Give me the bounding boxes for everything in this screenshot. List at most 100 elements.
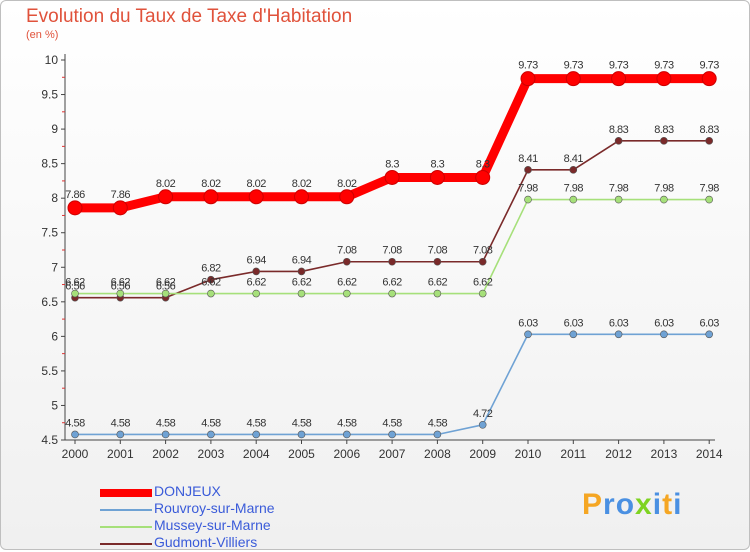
data-point-gudmont-villiers bbox=[524, 166, 532, 174]
y-tick-label: 9.5 bbox=[41, 88, 58, 102]
data-point-donjeux bbox=[384, 169, 400, 185]
y-tick-label: 10 bbox=[45, 53, 59, 67]
data-label-gudmont-villiers: 6.94 bbox=[292, 254, 312, 266]
y-tick-label: 7.5 bbox=[41, 226, 58, 240]
data-point-donjeux bbox=[656, 71, 672, 87]
data-point-gudmont-villiers bbox=[388, 257, 396, 266]
x-tick-label: 2010 bbox=[515, 447, 542, 461]
x-tick-label: 2000 bbox=[62, 447, 89, 461]
legend-swatch bbox=[100, 543, 152, 545]
data-point-rouvroy-sur-marne bbox=[388, 430, 396, 439]
data-label-mussey-sur-marne: 6.62 bbox=[428, 277, 448, 289]
data-label-donjeux: 8.02 bbox=[246, 178, 266, 190]
data-point-mussey-sur-marne bbox=[660, 195, 668, 204]
x-tick-label: 2009 bbox=[469, 447, 496, 461]
data-point-donjeux bbox=[565, 71, 581, 87]
data-point-rouvroy-sur-marne bbox=[342, 430, 351, 439]
data-point-rouvroy-sur-marne bbox=[660, 330, 668, 339]
legend-label: Gudmont-Villiers bbox=[154, 534, 258, 550]
data-label-mussey-sur-marne: 7.98 bbox=[609, 183, 629, 195]
data-label-mussey-sur-marne: 7.98 bbox=[564, 183, 584, 195]
data-label-rouvroy-sur-marne: 4.58 bbox=[337, 417, 357, 429]
data-label-donjeux: 8.3 bbox=[431, 158, 445, 170]
data-point-donjeux bbox=[67, 200, 83, 216]
data-label-mussey-sur-marne: 6.62 bbox=[246, 277, 266, 289]
data-point-mussey-sur-marne bbox=[116, 289, 125, 298]
data-label-donjeux: 7.86 bbox=[65, 189, 85, 201]
data-label-donjeux: 8.3 bbox=[476, 158, 490, 170]
chart-axes: 4.5 5 5.5 6 6.5 7 7.5 8 8.5 9 9.5 10 2000 2001 2002 200… bbox=[41, 53, 723, 461]
data-label-gudmont-villiers: 7.08 bbox=[473, 245, 493, 257]
data-point-gudmont-villiers bbox=[297, 267, 306, 276]
data-label-donjeux: 8.02 bbox=[337, 178, 357, 190]
data-label-donjeux: 9.73 bbox=[699, 60, 719, 72]
x-tick-label: 2007 bbox=[379, 447, 406, 461]
data-label-mussey-sur-marne: 7.98 bbox=[699, 183, 719, 195]
data-point-donjeux bbox=[339, 189, 355, 205]
logo-letter: t bbox=[662, 488, 674, 521]
data-point-rouvroy-sur-marne bbox=[478, 420, 487, 429]
data-point-gudmont-villiers bbox=[207, 275, 215, 284]
data-label-gudmont-villiers: 6.56 bbox=[65, 281, 85, 293]
data-label-rouvroy-sur-marne: 6.03 bbox=[699, 317, 719, 329]
data-label-gudmont-villiers: 6.82 bbox=[201, 263, 221, 275]
data-label-rouvroy-sur-marne: 4.72 bbox=[473, 408, 493, 420]
data-label-mussey-sur-marne: 6.62 bbox=[382, 277, 402, 289]
data-label-rouvroy-sur-marne: 4.58 bbox=[292, 417, 312, 429]
logo-letter: P bbox=[582, 488, 604, 521]
logo-letter: i bbox=[673, 488, 683, 521]
data-point-donjeux bbox=[112, 200, 128, 216]
data-label-donjeux: 9.73 bbox=[564, 60, 584, 72]
x-tick-label: 2002 bbox=[152, 447, 179, 461]
x-tick-label: 2012 bbox=[605, 447, 632, 461]
data-point-rouvroy-sur-marne bbox=[207, 430, 215, 439]
data-label-mussey-sur-marne: 7.98 bbox=[518, 183, 538, 195]
data-point-rouvroy-sur-marne bbox=[252, 430, 261, 439]
data-label-donjeux: 9.73 bbox=[609, 60, 629, 72]
data-point-mussey-sur-marne bbox=[705, 195, 714, 204]
data-label-mussey-sur-marne: 6.62 bbox=[473, 277, 493, 289]
legend-swatch bbox=[100, 526, 152, 528]
data-label-rouvroy-sur-marne: 4.58 bbox=[201, 417, 221, 429]
data-point-rouvroy-sur-marne bbox=[524, 330, 532, 339]
data-label-donjeux: 9.73 bbox=[518, 60, 538, 72]
data-label-mussey-sur-marne: 6.62 bbox=[201, 277, 221, 289]
data-label-rouvroy-sur-marne: 4.58 bbox=[382, 417, 402, 429]
data-label-mussey-sur-marne: 6.62 bbox=[292, 277, 312, 289]
data-label-gudmont-villiers: 6.56 bbox=[111, 281, 131, 293]
data-point-mussey-sur-marne bbox=[614, 195, 623, 204]
y-tick-label: 8 bbox=[51, 191, 58, 205]
data-label-donjeux: 8.02 bbox=[156, 178, 176, 190]
data-point-gudmont-villiers bbox=[252, 267, 261, 276]
legend-label: Mussey-sur-Marne bbox=[154, 517, 271, 533]
data-label-donjeux: 8.02 bbox=[292, 178, 312, 190]
data-point-mussey-sur-marne bbox=[388, 289, 396, 298]
data-point-donjeux bbox=[429, 169, 445, 185]
data-label-rouvroy-sur-marne: 6.03 bbox=[518, 317, 538, 329]
data-label-gudmont-villiers: 7.08 bbox=[428, 245, 448, 257]
data-point-mussey-sur-marne bbox=[207, 289, 215, 298]
data-label-gudmont-villiers: 8.83 bbox=[654, 124, 674, 136]
legend-label: DONJEUX bbox=[154, 483, 221, 499]
chart-subtitle: (en %) bbox=[26, 29, 59, 41]
data-label-gudmont-villiers: 8.41 bbox=[564, 153, 584, 165]
logo-letter: x bbox=[635, 488, 653, 521]
y-tick-label: 7 bbox=[51, 260, 58, 274]
data-point-mussey-sur-marne bbox=[478, 289, 487, 298]
y-tick-label: 6.5 bbox=[41, 295, 58, 309]
logo-letter: o bbox=[615, 488, 636, 521]
data-point-rouvroy-sur-marne bbox=[71, 430, 79, 439]
data-point-mussey-sur-marne bbox=[297, 289, 306, 298]
x-tick-label: 2003 bbox=[198, 447, 225, 461]
data-point-mussey-sur-marne bbox=[342, 289, 351, 298]
data-point-gudmont-villiers bbox=[705, 137, 714, 145]
data-point-donjeux bbox=[294, 189, 309, 205]
data-label-gudmont-villiers: 7.08 bbox=[382, 245, 402, 257]
data-point-rouvroy-sur-marne bbox=[116, 430, 125, 439]
y-tick-label: 8.5 bbox=[41, 157, 58, 171]
data-point-mussey-sur-marne bbox=[569, 195, 578, 204]
data-point-donjeux bbox=[701, 71, 717, 87]
data-point-gudmont-villiers bbox=[614, 137, 623, 145]
legend-swatch bbox=[100, 509, 152, 511]
data-label-donjeux: 8.02 bbox=[201, 178, 221, 190]
